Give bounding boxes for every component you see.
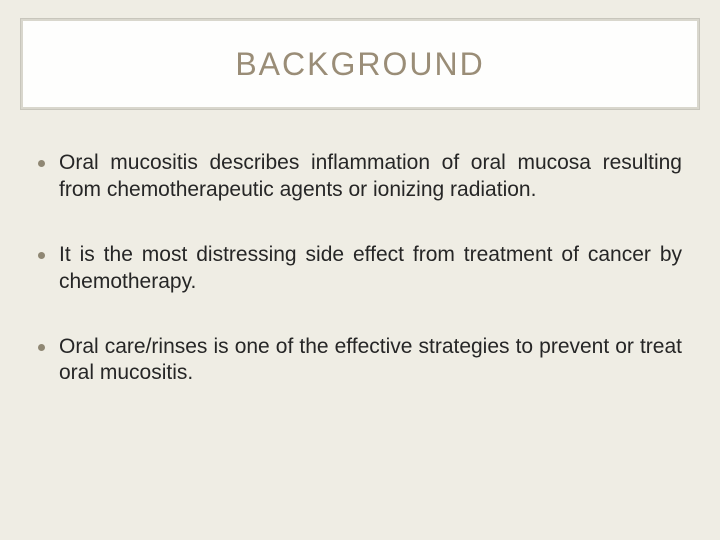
list-item: Oral care/rinses is one of the effective… [38,334,682,388]
slide-title: BACKGROUND [235,46,484,83]
bullet-icon [38,160,45,167]
title-container: BACKGROUND [20,18,700,110]
bullet-text: Oral mucositis describes inflammation of… [59,150,682,204]
body-container: Oral mucositis describes inflammation of… [38,150,682,425]
bullet-icon [38,252,45,259]
bullet-icon [38,344,45,351]
list-item: It is the most distressing side effect f… [38,242,682,296]
bullet-text: Oral care/rinses is one of the effective… [59,334,682,388]
list-item: Oral mucositis describes inflammation of… [38,150,682,204]
bullet-text: It is the most distressing side effect f… [59,242,682,296]
